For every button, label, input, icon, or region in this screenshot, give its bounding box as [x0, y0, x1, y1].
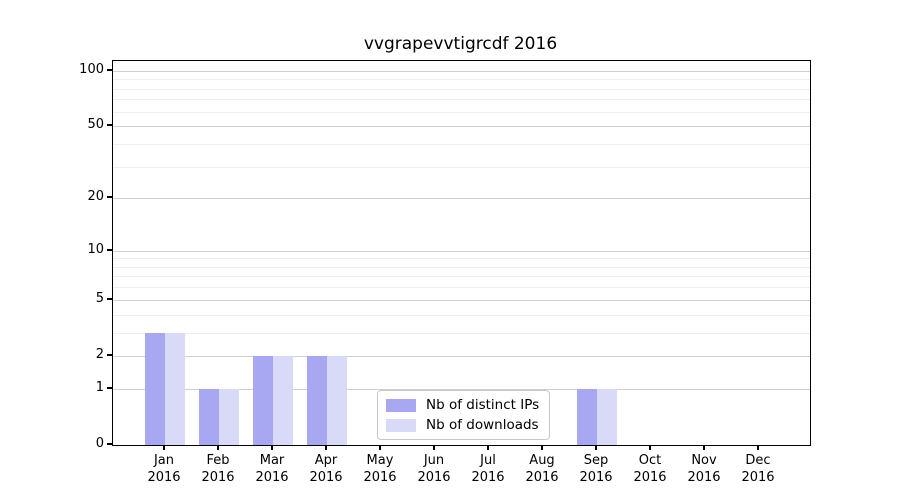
y-tick-mark [107, 353, 112, 356]
minor-gridline [113, 111, 810, 113]
y-tick-mark [107, 386, 112, 389]
x-tick-mark [487, 445, 489, 450]
minor-gridline [113, 99, 810, 101]
x-tick-mark [541, 445, 543, 450]
bar-nb-of-downloads [219, 388, 239, 445]
minor-gridline [113, 314, 810, 316]
bar-nb-of-distinct-ips [199, 388, 219, 445]
x-tick-mark [163, 445, 165, 450]
major-gridline [113, 198, 810, 200]
bar-nb-of-distinct-ips [145, 332, 165, 445]
major-gridline [113, 250, 810, 252]
chart-title: vvgrapevvtigrcdf 2016 [363, 34, 558, 54]
y-tick-label: 5 [95, 290, 104, 306]
y-tick-mark [107, 297, 112, 300]
y-tick-mark [107, 196, 112, 199]
x-tick-label: Sep 2016 [579, 453, 613, 485]
legend-label: Nb of downloads [426, 417, 539, 433]
x-tick-mark [703, 445, 705, 450]
x-tick-label: May 2016 [363, 453, 397, 485]
x-tick-label: Jul 2016 [471, 453, 505, 485]
y-tick-mark [107, 248, 112, 251]
minor-gridline [113, 88, 810, 90]
x-tick-label: Dec 2016 [741, 453, 775, 485]
x-tick-mark [271, 445, 273, 450]
x-tick-mark [325, 445, 327, 450]
x-tick-mark [757, 445, 759, 450]
x-tick-label: Jan 2016 [147, 453, 181, 485]
x-tick-mark [595, 445, 597, 450]
minor-gridline [113, 287, 810, 289]
x-tick-mark [433, 445, 435, 450]
plot-area [112, 60, 811, 446]
minor-gridline [113, 166, 810, 168]
bar-nb-of-distinct-ips [577, 388, 597, 445]
x-tick-label: Oct 2016 [633, 453, 667, 485]
legend-label: Nb of distinct IPs [426, 397, 540, 413]
legend-swatch [386, 398, 416, 412]
major-gridline [113, 355, 810, 357]
y-tick-mark [107, 68, 112, 71]
major-gridline [113, 388, 810, 390]
x-tick-label: Aug 2016 [525, 453, 559, 485]
minor-gridline [113, 258, 810, 260]
legend: Nb of distinct IPs Nb of downloads [377, 390, 551, 440]
major-gridline [113, 126, 810, 128]
y-tick-label: 10 [87, 241, 104, 257]
x-tick-label: Nov 2016 [687, 453, 721, 485]
legend-item: Nb of downloads [386, 417, 539, 433]
bar-nb-of-distinct-ips [307, 355, 327, 445]
y-tick-label: 100 [79, 61, 104, 77]
y-tick-label: 2 [95, 346, 104, 362]
legend-swatch [386, 418, 416, 432]
bar-nb-of-distinct-ips [253, 355, 273, 445]
minor-gridline [113, 276, 810, 278]
minor-gridline [113, 332, 810, 334]
x-tick-label: Apr 2016 [309, 453, 343, 485]
y-tick-label: 0 [95, 436, 104, 451]
bar-nb-of-downloads [597, 388, 617, 445]
y-tick-mark [107, 124, 112, 127]
y-tick-label: 20 [87, 189, 104, 205]
x-tick-label: Feb 2016 [201, 453, 235, 485]
x-tick-mark [379, 445, 381, 450]
legend-item: Nb of distinct IPs [386, 397, 539, 413]
x-tick-mark [649, 445, 651, 450]
x-tick-label: Jun 2016 [417, 453, 451, 485]
bar-nb-of-downloads [165, 332, 185, 445]
y-tick-label: 1 [95, 379, 104, 395]
major-gridline [113, 70, 810, 72]
minor-gridline [113, 79, 810, 81]
y-tick-label: 50 [87, 117, 104, 133]
major-gridline [113, 299, 810, 301]
bar-nb-of-downloads [327, 355, 347, 445]
bar-nb-of-downloads [273, 355, 293, 445]
minor-gridline [113, 266, 810, 268]
y-tick-mark [107, 443, 112, 445]
minor-gridline [113, 143, 810, 145]
x-tick-mark [217, 445, 219, 450]
x-tick-label: Mar 2016 [255, 453, 289, 485]
